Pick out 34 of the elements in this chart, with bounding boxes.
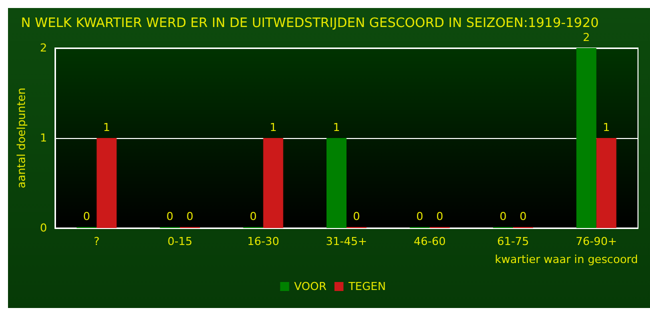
data-label: 2 — [582, 31, 590, 44]
data-label: 0 — [353, 210, 360, 223]
x-tick-label: ? — [94, 235, 100, 248]
bar — [576, 48, 596, 228]
data-label: 0 — [500, 210, 507, 223]
y-tick-label: 1 — [40, 132, 47, 144]
data-label: 0 — [186, 210, 194, 223]
x-tick-label: 46-60 — [414, 235, 446, 248]
data-label: 0 — [520, 210, 527, 223]
data-label: 0 — [436, 210, 444, 223]
bar — [326, 138, 346, 228]
data-label: 0 — [166, 210, 174, 223]
x-tick-label: 0-15 — [167, 235, 192, 248]
chart-title: N WELK KWARTIER WERD ER IN DE UITWEDSTRIJDEN GESCOORD IN SEIZOEN:1919-1920 — [21, 16, 599, 31]
y-tick-label: 0 — [40, 222, 47, 234]
bar — [263, 138, 284, 228]
bar — [596, 138, 616, 228]
y-tick-label: 2 — [40, 42, 47, 54]
data-label: 0 — [250, 210, 257, 223]
data-label: 1 — [333, 121, 340, 134]
data-label: 1 — [103, 121, 110, 134]
data-label: 0 — [83, 210, 90, 223]
x-tick-label: 76-90+ — [576, 235, 617, 248]
x-tick-label: 16-30 — [247, 235, 280, 248]
x-tick-label: 61-75 — [497, 235, 530, 248]
data-label: 1 — [270, 121, 277, 134]
data-label: 0 — [416, 210, 424, 223]
x-axis-title: kwartier waar in gescoord — [494, 253, 638, 266]
data-label: 1 — [602, 121, 610, 134]
bar — [96, 138, 117, 228]
y-axis-title: aantal doelpunten — [15, 88, 28, 188]
legend-label: VOOR — [294, 280, 327, 293]
x-tick-label: 31-45+ — [326, 235, 368, 248]
legend-label: TEGEN — [347, 280, 386, 293]
